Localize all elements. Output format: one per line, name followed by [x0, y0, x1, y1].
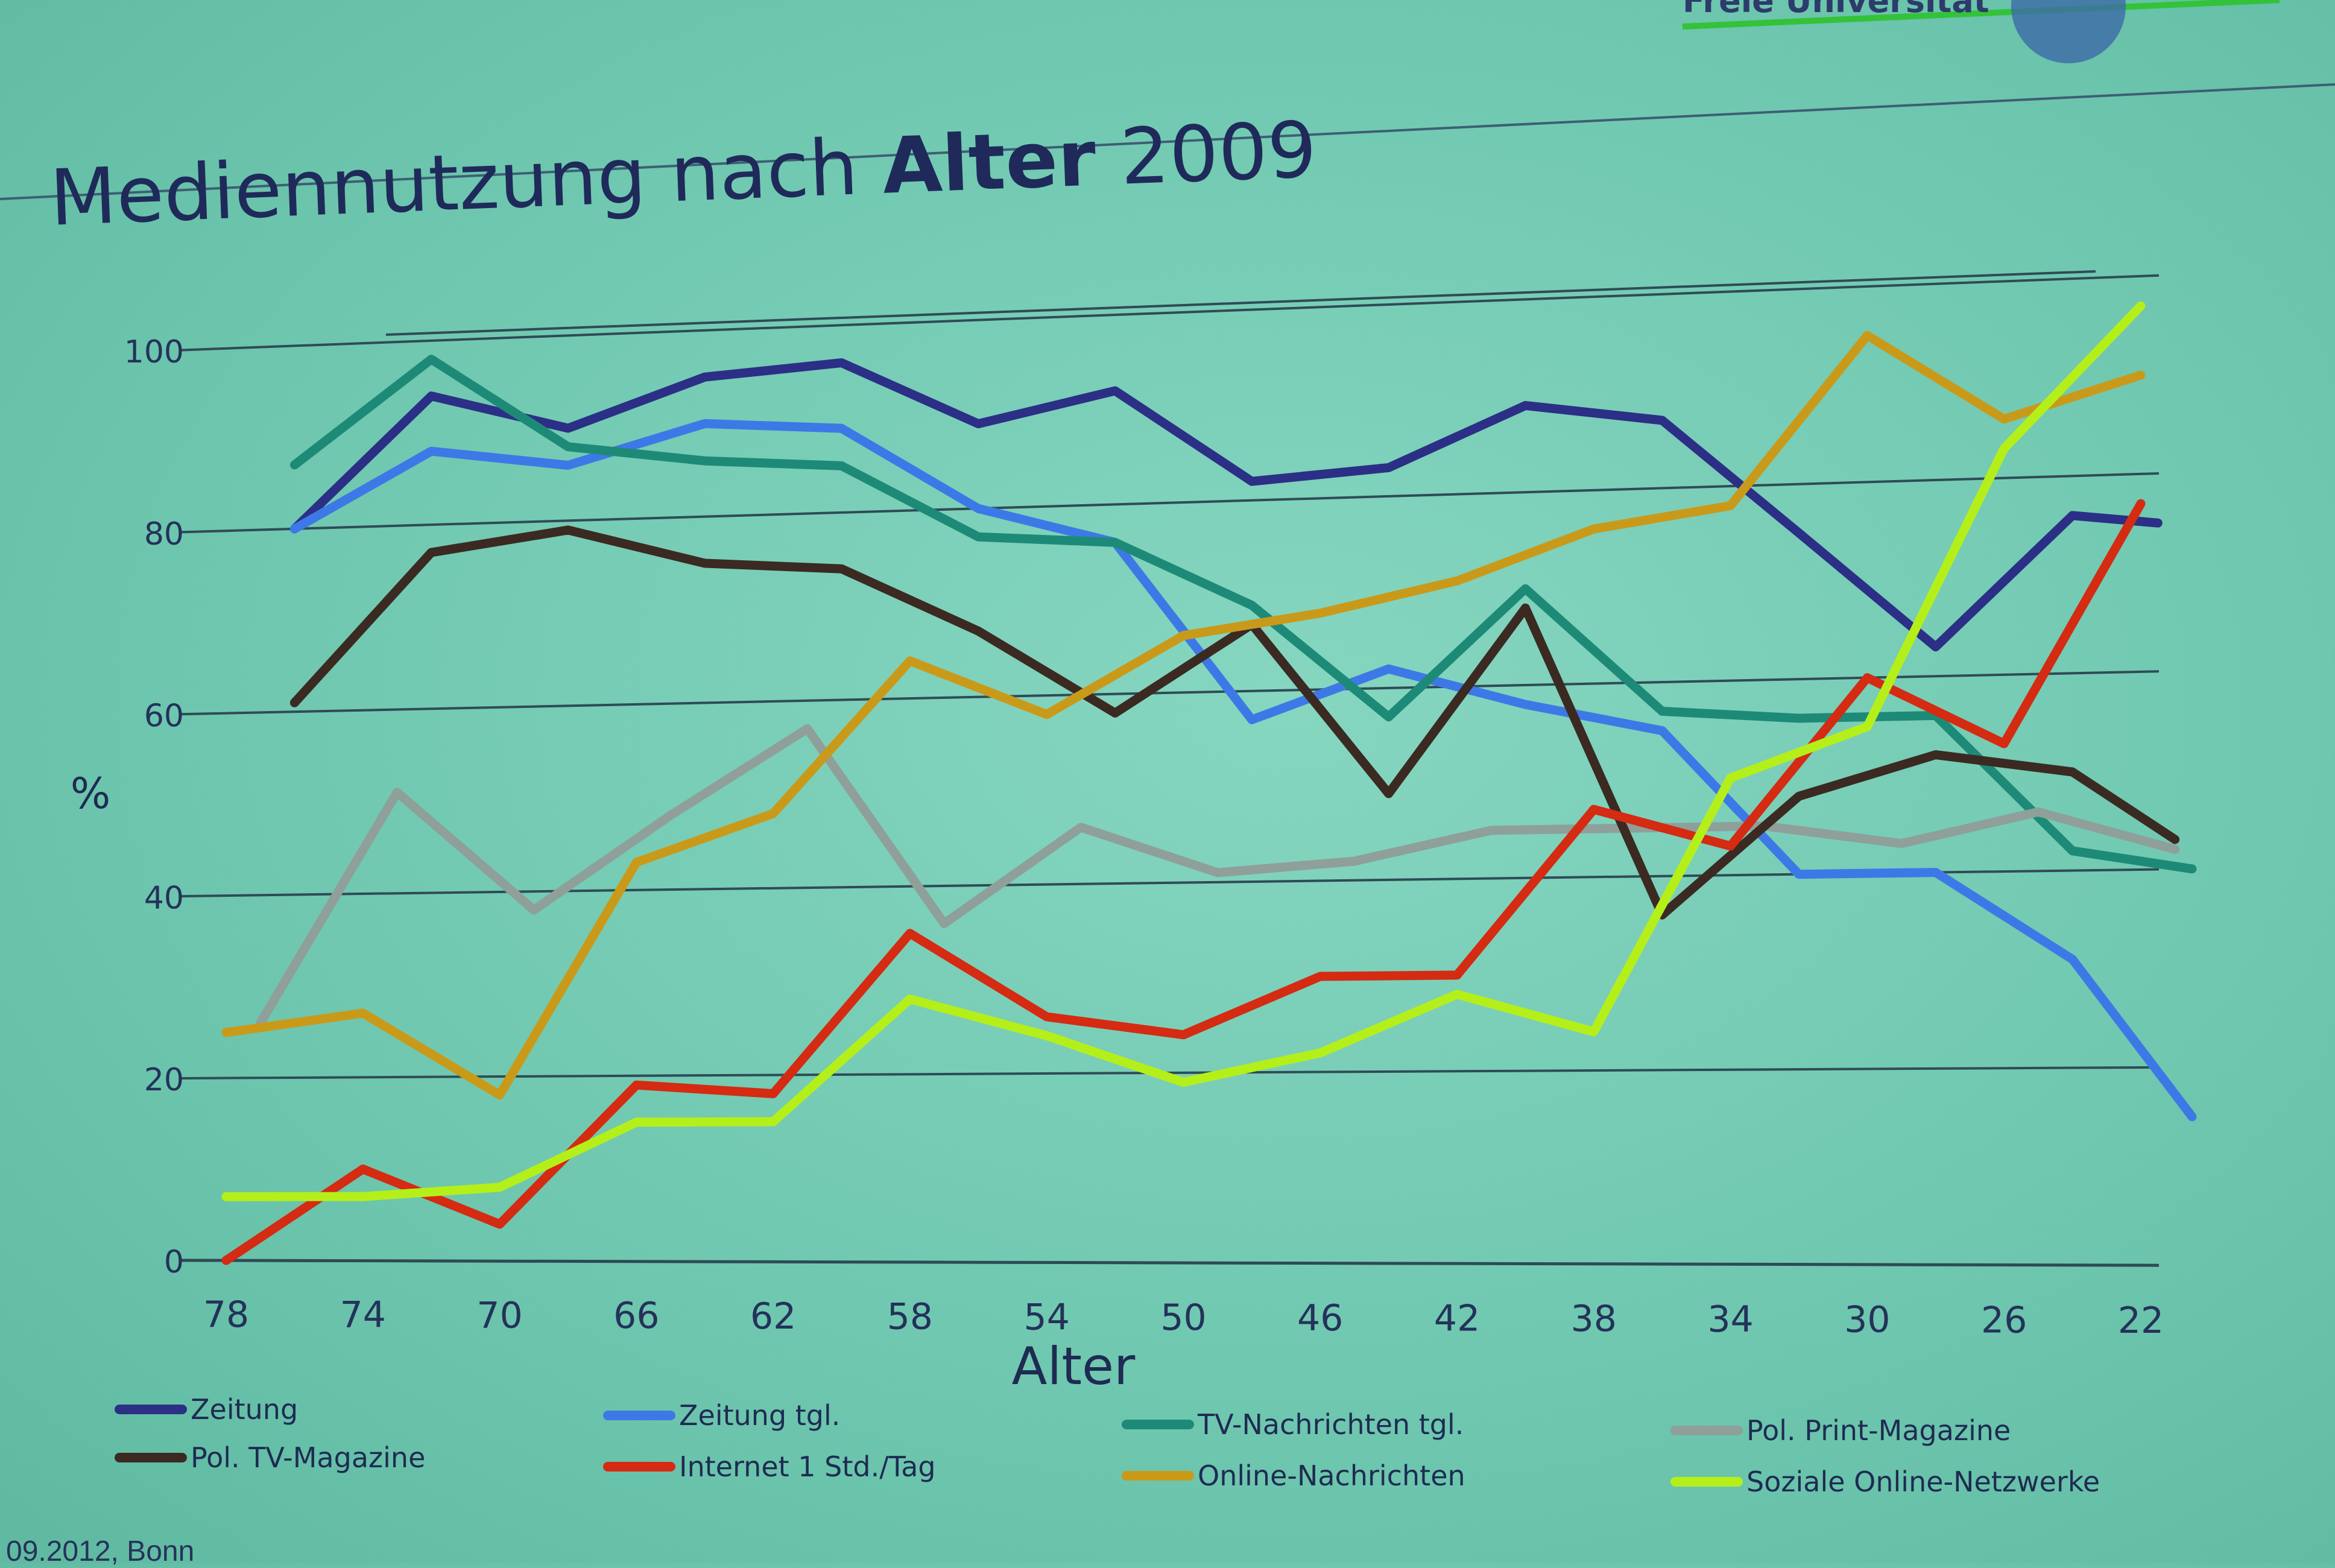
series-line-pol-tv-magazine [289, 525, 2180, 920]
x-tick-label: 38 [1571, 1298, 1617, 1340]
y-axis-label: % [71, 769, 111, 818]
gridline-80 [180, 472, 2160, 534]
legend-item: Pol. Print-Magazine [1670, 1414, 2011, 1447]
x-tick-label: 22 [2118, 1300, 2164, 1342]
y-tick-label: 80 [144, 516, 184, 552]
x-axis-label: Alter [1012, 1336, 1136, 1397]
legend-item: Zeitung [115, 1393, 298, 1426]
gridline-100 [180, 274, 2160, 352]
x-tick-label: 62 [750, 1295, 796, 1338]
legend-label: Zeitung tgl. [679, 1399, 841, 1432]
x-tick-label: 70 [476, 1294, 522, 1336]
legend-label: TV-Nachrichten tgl. [1198, 1408, 1464, 1441]
series-line-internet-1-std-tag [221, 499, 2146, 1265]
x-tick-label: 54 [1024, 1296, 1070, 1338]
x-tick-label: 26 [1981, 1299, 2027, 1341]
gridline-60 [180, 670, 2160, 716]
y-tick-label: 60 [144, 698, 184, 735]
legend-item: TV-Nachrichten tgl. [1122, 1408, 1464, 1441]
legend-item: Internet 1 Std./Tag [603, 1450, 936, 1483]
university-logo-text: Freie Universität [1683, 0, 1989, 20]
legend-swatch [603, 1411, 675, 1420]
x-tick-label: 74 [340, 1294, 386, 1336]
y-tick-label: 0 [164, 1244, 184, 1280]
series-line-pol-print-magazine [256, 724, 2180, 1028]
x-tick-label: 78 [203, 1294, 249, 1336]
series-lines [221, 301, 2197, 1265]
x-tick-labels: 78 74 70 66 62 58 54 50 46 42 38 34 30 26 22 [203, 1294, 2164, 1342]
x-tick-label: 66 [613, 1295, 659, 1337]
legend-swatch [1122, 1471, 1194, 1481]
legend-label: Online-Nachrichten [1198, 1459, 1465, 1492]
gridline-0 [180, 1259, 2160, 1267]
footer-text: 09.2012, Bonn [6, 1535, 195, 1567]
legend-swatch [1670, 1477, 1743, 1487]
x-tick-label: 50 [1160, 1297, 1206, 1339]
series-line-soziale-online-netzwerke [221, 301, 2146, 1201]
x-tick-label: 42 [1434, 1297, 1480, 1339]
legend-item: Zeitung tgl. [603, 1399, 840, 1432]
y-tick-label: 100 [124, 334, 184, 370]
legend-swatch [1122, 1420, 1194, 1429]
x-tick-label: 34 [1707, 1298, 1753, 1341]
legend-label: Zeitung [191, 1393, 299, 1426]
gridlines [180, 270, 2160, 1267]
x-tick-label: 46 [1297, 1297, 1343, 1339]
legend-item: Online-Nachrichten [1122, 1459, 1465, 1492]
x-tick-label: 58 [887, 1296, 933, 1338]
legend-item: Pol. TV-Magazine [115, 1441, 425, 1474]
series-line-zeitung [289, 358, 2163, 652]
legend-label: Pol. TV-Magazine [191, 1441, 426, 1474]
legend-item: Soziale Online-Netzwerke [1670, 1465, 2100, 1498]
y-tick-label: 20 [144, 1062, 184, 1098]
series-line-tv-nachrichten-tgl- [289, 355, 2197, 874]
x-tick-label: 30 [1844, 1299, 1890, 1341]
legend-swatch [115, 1453, 187, 1462]
legend-swatch [1670, 1426, 1743, 1435]
series-line-online-nachrichten [221, 330, 2146, 1100]
y-tick-labels: 0 20 40 60 80 100 [124, 334, 184, 1280]
legend-swatch [115, 1405, 187, 1414]
gridline-top [385, 270, 2096, 336]
y-tick-label: 40 [144, 880, 184, 916]
legend-label: Pol. Print-Magazine [1746, 1414, 2011, 1447]
legend-swatch [603, 1462, 675, 1472]
legend-label: Internet 1 Std./Tag [679, 1450, 936, 1483]
legend-label: Soziale Online-Netzwerke [1746, 1465, 2100, 1498]
